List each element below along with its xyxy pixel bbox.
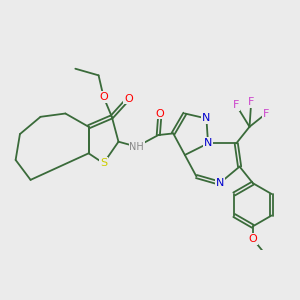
Text: O: O [248, 234, 257, 244]
Text: O: O [99, 92, 108, 102]
Text: N: N [215, 178, 224, 188]
Text: F: F [263, 109, 269, 118]
Text: F: F [233, 100, 239, 110]
Text: NH: NH [129, 142, 144, 152]
Text: N: N [204, 138, 212, 148]
Text: N: N [202, 113, 211, 124]
Text: S: S [100, 158, 107, 168]
Text: O: O [124, 94, 133, 103]
Text: F: F [248, 97, 254, 107]
Text: O: O [156, 109, 164, 118]
